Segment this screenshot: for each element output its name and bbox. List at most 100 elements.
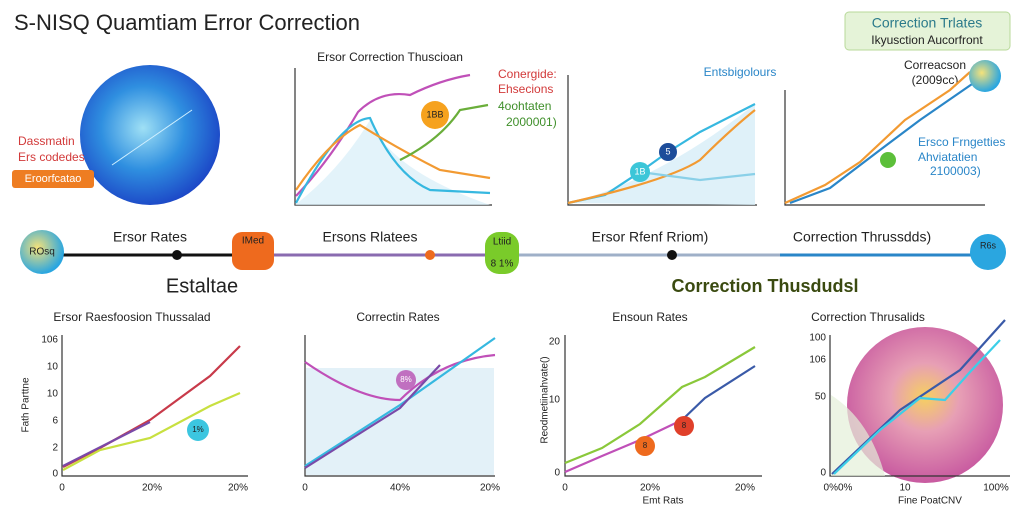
timeline-dot	[667, 250, 677, 260]
y-axis-label: Fath Parttne	[21, 377, 32, 432]
x-tick-label: 0	[59, 483, 65, 494]
bubble	[659, 143, 677, 161]
timeline-label: Ersor Rfenf Rriom)	[592, 229, 709, 245]
curve	[784, 71, 971, 205]
curve	[295, 116, 491, 204]
timeline-caption: Estaltae	[166, 275, 238, 297]
y-tick-label: 20	[549, 337, 561, 348]
chart-title: Correctin Rates	[356, 310, 439, 324]
node-label: R6s	[980, 240, 997, 250]
timeline-node	[970, 234, 1006, 270]
axis	[564, 335, 762, 477]
bubble	[630, 162, 650, 182]
area	[831, 395, 885, 476]
x-axis-label: Fine PoatCNV	[898, 496, 962, 507]
callout-title: Correction Trlates	[872, 15, 982, 31]
curve	[62, 421, 151, 467]
x-tick-label: 40%	[390, 483, 410, 494]
curve	[639, 170, 756, 182]
bubble	[635, 436, 655, 456]
y-tick-label: 0	[554, 468, 560, 479]
curve	[62, 391, 241, 471]
legend-text: 2000001)	[506, 115, 557, 129]
callout-box	[844, 11, 1011, 51]
y-axis-label: Reodmetiinahvate()	[540, 356, 551, 443]
y-tick-label: 106	[41, 335, 58, 346]
timeline-label: Correction Thrussdds)	[793, 229, 931, 245]
bubble	[187, 419, 209, 441]
axis	[784, 90, 985, 206]
node-label: ROsq	[29, 247, 55, 258]
node-label: Ltiid	[493, 237, 511, 248]
bubble-label: 8%	[400, 375, 412, 384]
curve	[62, 345, 241, 468]
x-tick-label: 20%	[735, 483, 755, 494]
x-tick-label: 20%	[480, 483, 500, 494]
y-tick-label: 10	[47, 362, 59, 373]
bubble-label: 5	[665, 146, 670, 156]
area	[295, 120, 490, 205]
intro-badge-bg	[12, 170, 94, 188]
curve	[833, 339, 1001, 475]
y-tick-label: 0	[52, 469, 58, 480]
intro-line: Dassmatin	[18, 134, 75, 148]
y-tick-label: 2	[52, 443, 58, 454]
intro-line: Ers codedes	[18, 150, 85, 164]
sphere	[80, 65, 220, 205]
bubble	[880, 152, 896, 168]
curve	[304, 337, 496, 467]
bubble	[969, 60, 1001, 92]
chart-title: Ersor Correction Thuscioan	[317, 50, 463, 64]
bubble-label: 1BB	[426, 109, 443, 119]
y-tick-label: 10	[47, 389, 59, 400]
chart-title: Entsbigolours	[704, 65, 777, 79]
curve	[295, 123, 491, 191]
axis	[61, 335, 248, 477]
x-axis-label: Emt Rats	[642, 496, 683, 507]
timeline-label: Ersons Rlatees	[323, 229, 418, 245]
timeline-dot	[172, 250, 182, 260]
y-tick-label: 50	[815, 392, 827, 403]
bubble	[421, 101, 449, 129]
timeline-node	[20, 230, 64, 274]
x-tick-label: 10	[899, 483, 911, 494]
timeline-node	[485, 232, 519, 274]
bubble-label: 1%	[192, 425, 204, 434]
bubble-label: 1B	[634, 166, 645, 176]
y-tick-label: 106	[809, 355, 826, 366]
callout-subtitle: Ikyusction Aucorfront	[871, 33, 983, 47]
curve	[789, 81, 976, 205]
chart-title: Correction Thrusalids	[811, 310, 925, 324]
chart-title: Ensoun Rates	[612, 310, 687, 324]
y-tick-label: 100	[809, 333, 826, 344]
x-tick-label: 20%	[228, 483, 248, 494]
bubble-label: 8	[643, 441, 648, 450]
x-tick-label: 0	[302, 483, 308, 494]
chart-title: Ersor Raesfoosion Thussalad	[53, 310, 210, 324]
x-tick-label: 0	[562, 483, 568, 494]
y-tick-label: 0	[820, 468, 826, 479]
axis	[304, 335, 495, 477]
legend-text: 4oohtaten	[498, 99, 551, 113]
timeline-label: Ersor Rates	[113, 229, 187, 245]
node-label: IMed	[242, 236, 264, 247]
axis	[829, 335, 1010, 477]
timeline-caption: Correction Thusdudsl	[671, 276, 858, 296]
x-tick-label: 20%	[640, 483, 660, 494]
callout-note: 2100003)	[930, 164, 981, 178]
legend-text: Ehsecions	[498, 82, 553, 96]
title: S-NISQ Quamtiam Error Correction	[14, 10, 360, 35]
x-tick-label: 100%	[983, 483, 1009, 494]
curve	[564, 419, 683, 474]
bubble	[396, 370, 416, 390]
curve	[304, 364, 441, 469]
timeline-dot	[425, 250, 435, 260]
callout-note: Ersco Frngetties	[918, 135, 1005, 149]
callout-note: Ahviatatien	[918, 150, 977, 164]
y-tick-label: 6	[52, 416, 58, 427]
timeline-node	[232, 232, 274, 270]
y-tick-label: 10	[549, 395, 561, 406]
curve	[399, 103, 489, 161]
curve	[681, 365, 756, 421]
